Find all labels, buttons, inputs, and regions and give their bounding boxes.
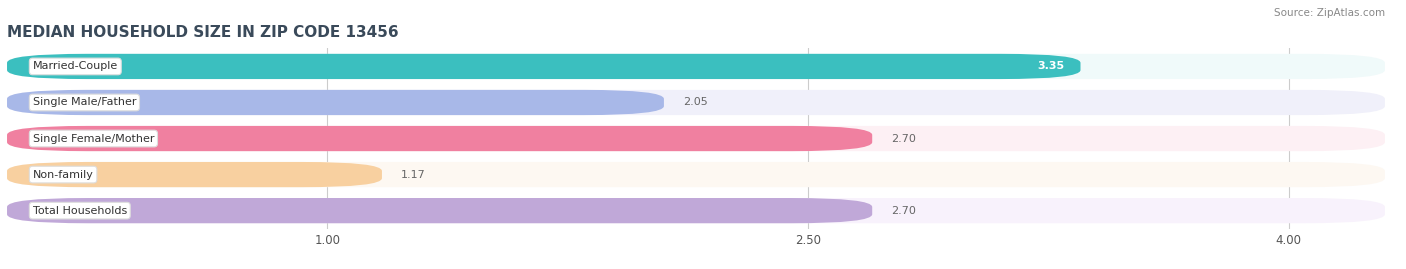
Text: Single Male/Father: Single Male/Father [32, 97, 136, 108]
FancyBboxPatch shape [7, 90, 1385, 115]
Text: 2.05: 2.05 [683, 97, 707, 108]
Text: Non-family: Non-family [32, 169, 94, 180]
Text: Source: ZipAtlas.com: Source: ZipAtlas.com [1274, 8, 1385, 18]
Text: MEDIAN HOUSEHOLD SIZE IN ZIP CODE 13456: MEDIAN HOUSEHOLD SIZE IN ZIP CODE 13456 [7, 25, 399, 40]
Text: Married-Couple: Married-Couple [32, 61, 118, 72]
FancyBboxPatch shape [7, 198, 1385, 223]
Text: 1.17: 1.17 [401, 169, 426, 180]
FancyBboxPatch shape [7, 162, 382, 187]
Text: Single Female/Mother: Single Female/Mother [32, 133, 155, 144]
FancyBboxPatch shape [7, 54, 1385, 79]
Text: 3.35: 3.35 [1038, 61, 1064, 72]
Text: 2.70: 2.70 [891, 206, 917, 216]
FancyBboxPatch shape [7, 54, 1080, 79]
Text: Total Households: Total Households [32, 206, 127, 216]
FancyBboxPatch shape [7, 162, 1385, 187]
FancyBboxPatch shape [7, 126, 1385, 151]
FancyBboxPatch shape [7, 198, 872, 223]
FancyBboxPatch shape [7, 126, 872, 151]
Text: 2.70: 2.70 [891, 133, 917, 144]
FancyBboxPatch shape [7, 90, 664, 115]
